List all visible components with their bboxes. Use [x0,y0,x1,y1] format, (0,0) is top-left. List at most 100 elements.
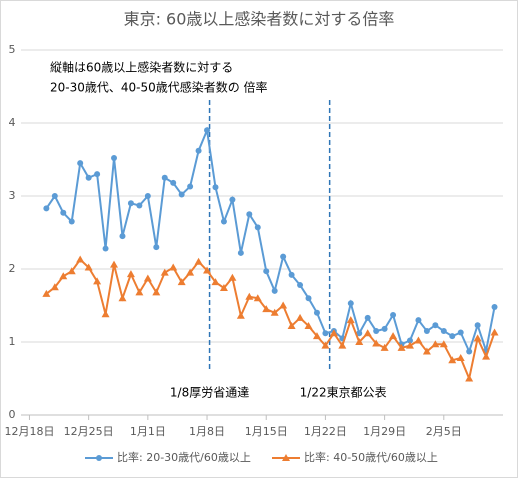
marker [229,196,236,203]
marker [187,183,194,190]
marker [169,263,178,271]
marker [110,260,119,268]
marker [68,218,75,225]
x-tick-label: 12月25日 [64,425,114,438]
marker [101,310,110,318]
event-label: 1/8厚労省通達 [170,386,249,400]
marker [279,301,288,309]
marker [152,288,161,296]
marker [136,202,143,209]
marker [94,171,101,178]
marker [126,270,135,278]
marker [219,283,228,291]
marker [236,311,245,319]
marker [237,249,244,256]
legend-marker [282,454,290,461]
marker [313,309,320,316]
marker [111,155,118,162]
marker [457,329,464,336]
marker [473,334,482,342]
marker [76,255,85,263]
marker [465,374,474,382]
marker [220,218,227,225]
annotation: 20-30歳代、40-50歳代感染者数の 倍率 [50,80,268,95]
event-label: 1/22東京都公表 [300,386,387,400]
marker [439,340,448,348]
marker [305,295,312,302]
marker [422,347,431,355]
marker [245,292,254,300]
marker [372,339,381,347]
marker [329,329,338,337]
marker [414,336,423,344]
y-tick-label: 5 [9,43,16,56]
marker [271,287,278,294]
marker [177,278,186,286]
marker [43,205,50,212]
y-tick-label: 4 [9,116,16,129]
marker [67,267,76,275]
marker [448,356,457,364]
marker [288,271,295,278]
marker [60,209,67,216]
marker [406,337,413,344]
marker [194,257,203,265]
marker [211,278,220,286]
marker [432,322,439,329]
x-tick-label: 1月1日 [130,425,166,438]
marker [431,340,440,348]
chart-title: 東京: 60歳以上感染者数に対する倍率 [124,10,395,29]
marker [363,329,372,337]
marker [270,308,279,316]
marker [466,348,473,355]
marker [338,341,347,349]
marker [456,354,465,362]
marker [77,160,84,167]
x-tick-label: 1月8日 [189,425,225,438]
x-tick-label: 1月29日 [363,425,406,438]
marker [390,311,397,318]
marker [262,305,271,313]
legend-label: 比率: 40-50歳代/60歳以上 [304,450,438,464]
marker [322,330,329,337]
marker [482,352,491,360]
marker [51,193,58,199]
marker [203,266,212,274]
marker [170,179,177,186]
y-tick-label: 0 [9,408,16,421]
y-tick-label: 2 [9,262,16,275]
marker [160,268,169,276]
marker [280,253,287,260]
marker [389,332,398,340]
marker [254,224,261,231]
marker [143,274,152,282]
x-tick-label: 1月15日 [245,425,288,438]
marker [346,316,355,324]
marker [321,341,330,349]
annotation: 縦軸は60歳以上感染者数に対する [50,60,233,75]
marker [490,328,499,336]
marker [449,333,456,340]
legend-label: 比率: 20-30歳代/60歳以上 [117,450,251,464]
marker [204,127,211,134]
marker [153,244,160,251]
marker [253,294,262,302]
marker [355,338,364,345]
y-tick-label: 3 [9,189,16,202]
marker [423,328,430,335]
marker [119,233,126,240]
marker [102,245,109,252]
legend-marker [96,455,102,461]
marker [118,294,127,302]
marker [228,273,237,281]
marker [405,341,414,349]
marker [50,283,59,291]
marker [380,343,389,351]
marker [84,263,93,271]
marker [364,314,371,321]
marker [287,321,296,329]
marker [93,277,102,285]
marker [312,332,321,340]
marker [356,330,363,337]
